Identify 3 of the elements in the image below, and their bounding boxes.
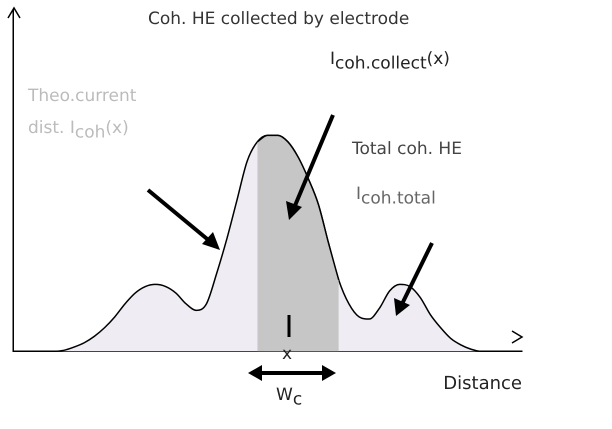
annotation: Total coh. HE (352, 138, 462, 160)
text: Coh. HE collected by electrode (148, 8, 410, 30)
x-axis-title: Distance (443, 372, 522, 394)
